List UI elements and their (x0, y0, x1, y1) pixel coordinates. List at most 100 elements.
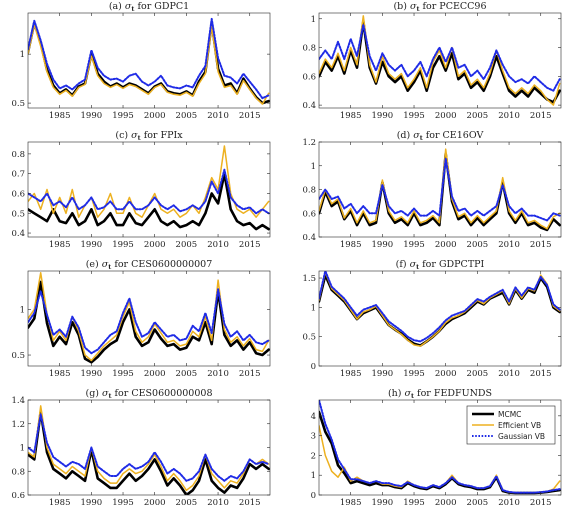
y-tick-label: 0.8 (11, 150, 25, 160)
series-gaussian-vb (319, 400, 561, 494)
y-tick-label: 2 (311, 451, 316, 461)
x-tick-label: 1990 (372, 498, 394, 508)
y-tick-label: 0.5 (11, 209, 25, 219)
x-tick-label: 2010 (498, 111, 520, 121)
panel-title: (h) σt for FEDFUNDS (388, 388, 492, 400)
y-tick-label: 1 (20, 305, 25, 315)
y-tick-label: 3 (311, 432, 316, 442)
x-tick-label: 1985 (49, 498, 71, 508)
panel-f: (f) σt for GDPCTPI 1985 1990 1995 2000 2005 20… (302, 259, 562, 379)
series-efficient-vb (28, 405, 270, 492)
x-tick-label: 1995 (403, 498, 425, 508)
y-tick-label: 0 (311, 491, 316, 501)
series-gaussian-vb (28, 288, 270, 355)
panel-h: (h) σt for FEDFUNDS 1985 1990 1995 2000 2005 2… (311, 388, 562, 508)
legend-label: Efficient VB (498, 421, 541, 430)
x-tick-label: 2010 (207, 111, 229, 121)
y-tick-label: 0.5 (11, 351, 25, 361)
axes-frame (318, 270, 562, 367)
x-tick-label: 2010 (207, 369, 229, 379)
x-tick-label: 2000 (144, 111, 166, 121)
x-tick-label: 1990 (81, 240, 103, 250)
x-tick-label: 1990 (372, 111, 394, 121)
x-tick-label: 2010 (498, 240, 520, 250)
y-tick-label: 1 (311, 303, 316, 313)
y-tick-label: 0.5 (11, 99, 25, 109)
x-tick-label: 2000 (435, 369, 457, 379)
x-tick-label: 2005 (467, 111, 489, 121)
sigma-symbol: σ (125, 1, 132, 12)
x-tick-label: 2015 (530, 369, 552, 379)
series-gaussian-vb (28, 168, 270, 215)
series-gaussian-vb (319, 23, 561, 92)
x-tick-label: 2010 (498, 369, 520, 379)
x-tick-label: 1995 (403, 240, 425, 250)
y-tick-label: 0.4 (302, 101, 316, 111)
y-tick-label: 0.6 (302, 72, 316, 82)
axes-frame (318, 12, 562, 109)
panel-title: (e) σt for CES0600000007 (86, 259, 213, 271)
x-tick-label: 1985 (340, 240, 362, 250)
x-tick-label: 1990 (372, 369, 394, 379)
x-tick-label: 1985 (49, 240, 71, 250)
x-tick-label: 2015 (239, 498, 261, 508)
sigma-symbol: σ (410, 1, 417, 12)
axes-frame (318, 399, 562, 496)
x-tick-label: 2000 (435, 240, 457, 250)
y-tick-label: 1 (20, 444, 25, 454)
x-tick-label: 2005 (467, 498, 489, 508)
x-tick-label: 2005 (467, 240, 489, 250)
series-efficient-vb (319, 148, 561, 230)
x-tick-label: 2015 (530, 111, 552, 121)
y-tick-label: 0.8 (11, 467, 25, 477)
x-tick-label: 1990 (372, 240, 394, 250)
x-tick-label: 2015 (239, 111, 261, 121)
axes-frame (27, 12, 271, 109)
y-tick-label: 1.4 (11, 396, 25, 406)
legend: MCMC Efficient VB Gaussian VB (466, 405, 556, 445)
x-tick-label: 2005 (176, 240, 198, 250)
sigma-symbol: σ (102, 259, 109, 270)
x-tick-label: 1990 (81, 498, 103, 508)
panel-b: (b) σt for PCECC96 1985 1990 1995 2000 2005 20… (302, 1, 562, 121)
y-tick-label: 1 (311, 162, 316, 172)
series-efficient-vb (319, 271, 561, 347)
y-tick-label: 0.4 (11, 229, 25, 239)
y-tick-label: 1 (20, 50, 25, 60)
x-tick-label: 1990 (81, 369, 103, 379)
series-mcmc (28, 410, 270, 495)
series-efficient-vb (28, 272, 270, 362)
y-tick-label: 0.4 (302, 233, 316, 243)
x-tick-label: 1995 (112, 240, 134, 250)
x-tick-label: 2015 (239, 240, 261, 250)
panel-a: (a) σt for GDPC1 1985 1990 1995 2000 2005 2010… (11, 1, 271, 121)
panel-c: (c) σt for FPIx 1985 1990 1995 2000 2005 2010 2… (11, 130, 271, 250)
panel-title: (g) σt for CES0600000008 (85, 388, 212, 400)
panel-d: (d) σt for CE16OV 1985 1990 1995 2000 2005 201… (302, 130, 562, 250)
x-tick-label: 2015 (530, 498, 552, 508)
x-tick-label: 2005 (176, 498, 198, 508)
x-tick-label: 2015 (530, 240, 552, 250)
series-mcmc (28, 280, 270, 364)
x-tick-label: 1995 (112, 111, 134, 121)
x-tick-label: 2010 (207, 240, 229, 250)
panel-title: (a) σt for GDPC1 (109, 1, 189, 13)
x-tick-label: 1985 (340, 498, 362, 508)
x-tick-label: 2000 (144, 240, 166, 250)
axes-frame (27, 141, 271, 238)
x-tick-label: 2005 (176, 111, 198, 121)
legend-label: Gaussian VB (498, 432, 545, 441)
x-tick-label: 1985 (49, 369, 71, 379)
x-tick-label: 2010 (498, 498, 520, 508)
panel-g: (g) σt for CES0600000008 1985 1990 1995 2000… (11, 388, 271, 508)
x-tick-label: 1995 (112, 498, 134, 508)
panel-title: (c) σt for FPIx (115, 130, 183, 142)
sigma-symbol: σ (410, 259, 417, 270)
series-mcmc (319, 273, 561, 347)
panel-title: (f) σt for GDPCTPI (396, 259, 485, 271)
x-tick-label: 2005 (467, 369, 489, 379)
x-tick-label: 1995 (112, 369, 134, 379)
series-gaussian-vb (28, 17, 270, 100)
y-tick-label: 1 (311, 471, 316, 481)
